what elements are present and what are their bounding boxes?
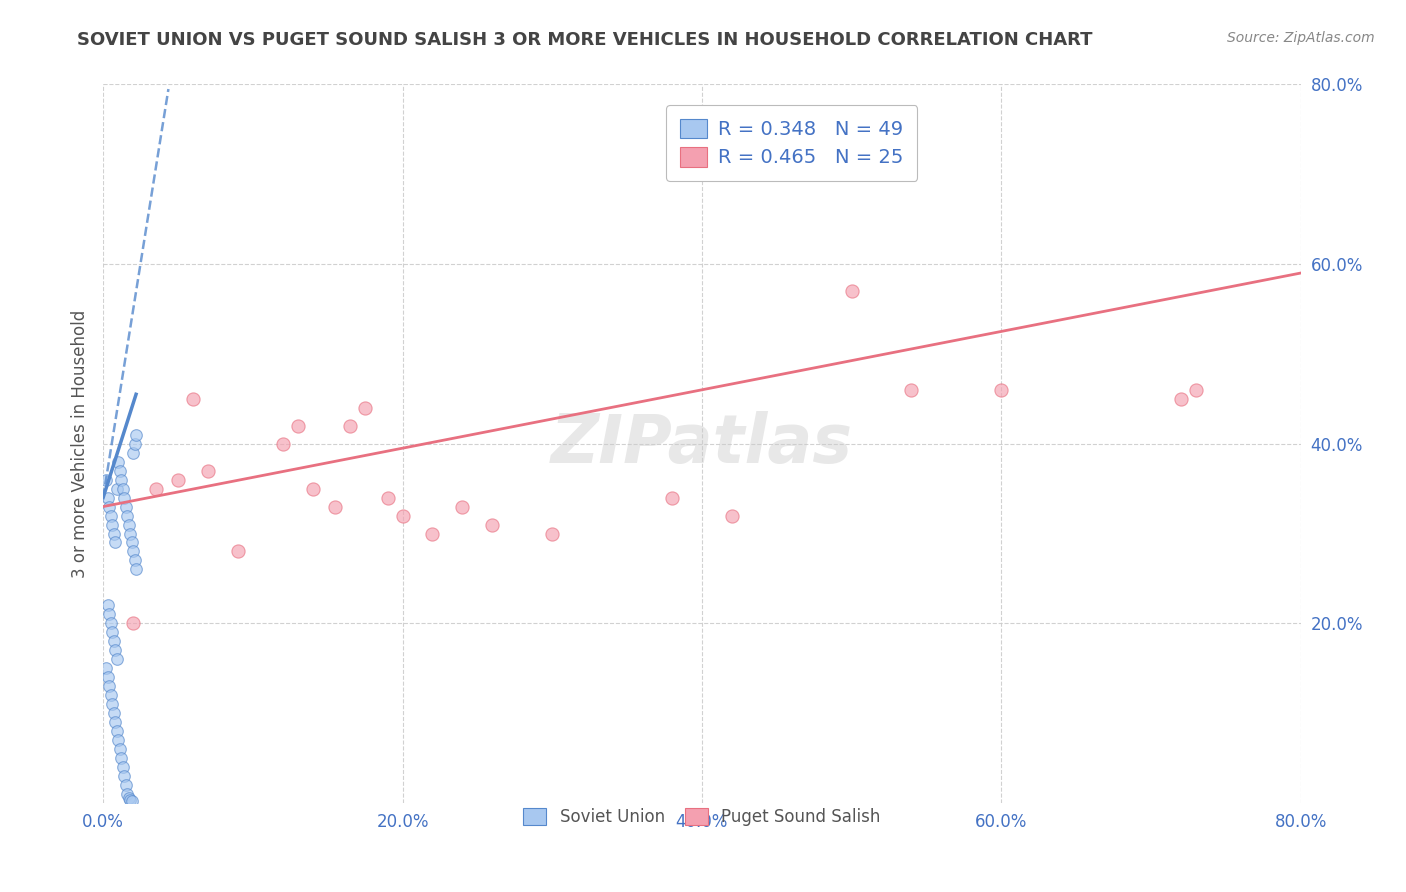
- Point: [145, 482, 167, 496]
- Point: [114, 778, 136, 792]
- Point: [1185, 383, 1208, 397]
- Point: [101, 625, 124, 640]
- Point: [98, 500, 121, 514]
- Point: [391, 508, 413, 523]
- Point: [120, 793, 142, 807]
- Point: [990, 383, 1012, 397]
- Point: [101, 697, 124, 711]
- Point: [124, 553, 146, 567]
- Point: [125, 427, 148, 442]
- Text: ZIPatlas: ZIPatlas: [551, 410, 853, 476]
- Point: [104, 715, 127, 730]
- Point: [124, 436, 146, 450]
- Point: [98, 607, 121, 622]
- Point: [112, 769, 135, 783]
- Point: [105, 482, 128, 496]
- Point: [287, 418, 309, 433]
- Point: [107, 733, 129, 747]
- Point: [108, 742, 131, 756]
- Text: Source: ZipAtlas.com: Source: ZipAtlas.com: [1227, 31, 1375, 45]
- Point: [97, 599, 120, 613]
- Point: [105, 652, 128, 666]
- Point: [122, 544, 145, 558]
- Point: [97, 491, 120, 505]
- Point: [661, 491, 683, 505]
- Point: [900, 383, 922, 397]
- Point: [339, 418, 361, 433]
- Point: [271, 436, 294, 450]
- Text: SOVIET UNION VS PUGET SOUND SALISH 3 OR MORE VEHICLES IN HOUSEHOLD CORRELATION C: SOVIET UNION VS PUGET SOUND SALISH 3 OR …: [77, 31, 1092, 49]
- Point: [111, 760, 134, 774]
- Point: [122, 445, 145, 459]
- Point: [110, 473, 132, 487]
- Point: [354, 401, 377, 415]
- Point: [112, 491, 135, 505]
- Point: [103, 526, 125, 541]
- Point: [100, 688, 122, 702]
- Point: [181, 392, 204, 406]
- Point: [94, 661, 117, 675]
- Point: [226, 544, 249, 558]
- Point: [117, 517, 139, 532]
- Point: [1170, 392, 1192, 406]
- Point: [377, 491, 399, 505]
- Point: [721, 508, 744, 523]
- Point: [103, 706, 125, 720]
- Point: [103, 634, 125, 648]
- Point: [97, 670, 120, 684]
- Point: [323, 500, 346, 514]
- Point: [108, 464, 131, 478]
- Point: [301, 482, 323, 496]
- Point: [117, 791, 139, 805]
- Point: [541, 526, 564, 541]
- Point: [101, 517, 124, 532]
- Point: [197, 464, 219, 478]
- Point: [121, 535, 143, 549]
- Point: [167, 473, 190, 487]
- Point: [100, 616, 122, 631]
- Point: [98, 679, 121, 693]
- Point: [111, 482, 134, 496]
- Point: [94, 473, 117, 487]
- Point: [120, 526, 142, 541]
- Point: [114, 500, 136, 514]
- Point: [115, 508, 138, 523]
- Point: [104, 643, 127, 657]
- Y-axis label: 3 or more Vehicles in Household: 3 or more Vehicles in Household: [72, 310, 89, 578]
- Point: [422, 526, 444, 541]
- Point: [122, 616, 145, 631]
- Point: [121, 794, 143, 808]
- Point: [125, 562, 148, 576]
- Point: [100, 508, 122, 523]
- Point: [110, 751, 132, 765]
- Legend: Soviet Union, Puget Sound Salish: Soviet Union, Puget Sound Salish: [515, 799, 889, 834]
- Point: [451, 500, 474, 514]
- Point: [115, 787, 138, 801]
- Point: [105, 724, 128, 739]
- Point: [841, 284, 863, 298]
- Point: [107, 455, 129, 469]
- Point: [104, 535, 127, 549]
- Point: [481, 517, 503, 532]
